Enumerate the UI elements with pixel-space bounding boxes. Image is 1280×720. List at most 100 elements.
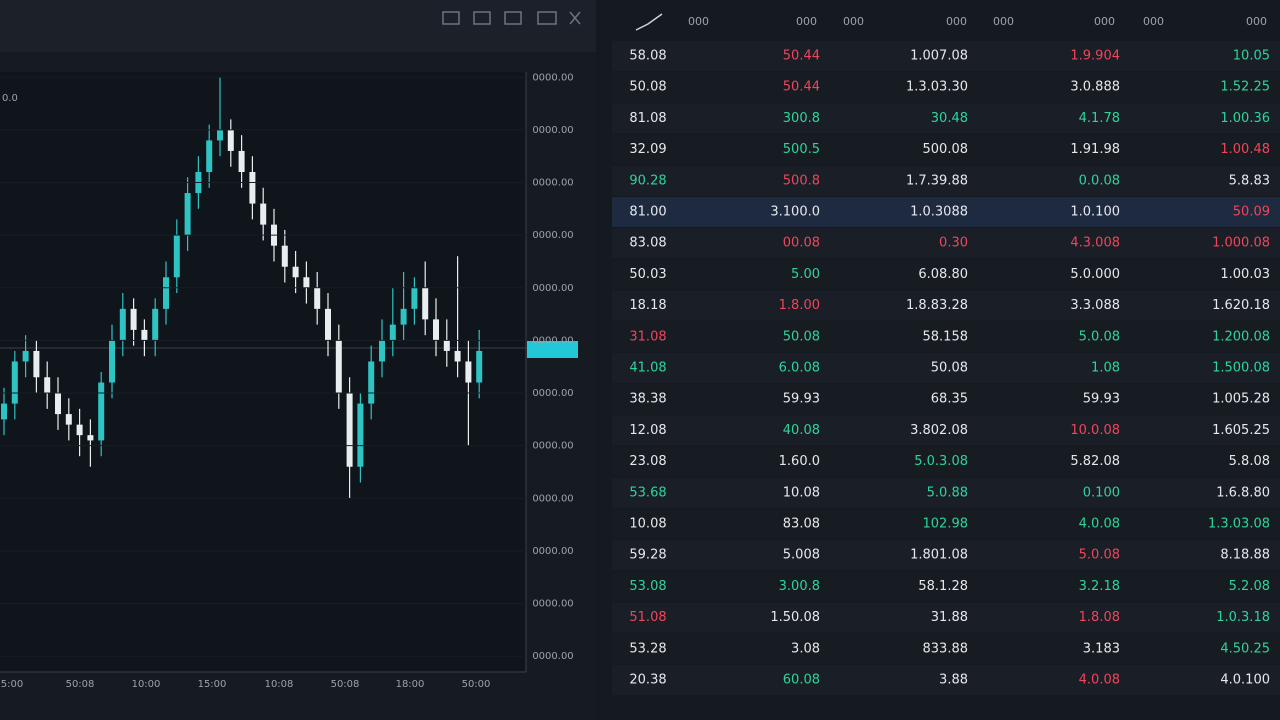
table-cell: 50.03: [629, 267, 666, 282]
table-cell: 500.08: [923, 142, 969, 157]
tool-icon[interactable]: [473, 11, 491, 25]
table-cell: 12.08: [629, 423, 666, 438]
current-price-marker: [527, 341, 578, 358]
table-cell: 5.8.83: [1229, 173, 1270, 188]
tool-icon[interactable]: [537, 11, 557, 25]
column-header: 000: [1143, 15, 1164, 28]
table-cell: 5.0.08: [1079, 548, 1120, 563]
table-cell: 0.30: [939, 236, 968, 251]
table-cell: 1.00.48: [1220, 142, 1270, 157]
table-cell: 32.09: [629, 142, 666, 157]
candle-body: [260, 203, 267, 225]
table-row: [612, 509, 1280, 539]
table-cell: 4.3.008: [1070, 236, 1120, 251]
candle-body: [1, 403, 7, 420]
candle-body: [65, 414, 72, 425]
table-row: [612, 134, 1280, 165]
tool-icon[interactable]: [569, 11, 581, 25]
y-tick-label: 0000.00: [532, 72, 573, 83]
table-cell: 20.38: [629, 673, 666, 688]
table-cell: 4.1.78: [1079, 111, 1120, 126]
table-cell: 3.802.08: [910, 423, 968, 438]
candle-body: [163, 277, 169, 309]
column-header: 000: [993, 15, 1014, 28]
candle-body: [76, 424, 83, 436]
candle-body: [98, 382, 105, 441]
table-cell: 1.91.98: [1070, 142, 1120, 157]
candle-body: [227, 129, 234, 151]
table-cell: 1.0.3088: [910, 205, 968, 220]
table-cell: 3.0.888: [1070, 80, 1120, 95]
table-cell: 38.38: [629, 392, 666, 407]
table-cell: 3.00.8: [779, 579, 820, 594]
table-cell: 1.0.3.18: [1216, 610, 1270, 625]
table-cell: 5.0.88: [927, 485, 968, 500]
x-tick-label: 10:08: [265, 679, 294, 690]
table-cell: 5.2.08: [1229, 579, 1270, 594]
table-cell: 53.68: [629, 485, 666, 500]
table-row: [612, 446, 1280, 477]
table-cell: 5.0.000: [1070, 267, 1120, 282]
table-cell: 0.100: [1083, 485, 1120, 500]
table-cell: 833.88: [923, 641, 969, 656]
table-cell: 00.08: [783, 236, 820, 251]
table-cell: 1.605.25: [1212, 423, 1270, 438]
table-row: [612, 228, 1280, 259]
table-row: [612, 477, 1280, 508]
x-tick-label: 50:08: [331, 679, 360, 690]
tool-icon[interactable]: [442, 11, 460, 25]
ohlc-label: 0.0: [2, 93, 18, 104]
tool-icon[interactable]: [504, 11, 522, 25]
candle-body: [454, 350, 461, 362]
table-cell: 68.35: [931, 392, 968, 407]
table-cell: 1.620.18: [1212, 298, 1270, 313]
y-tick-label: 0000.00: [532, 493, 573, 504]
table-cell: 1.007.08: [910, 49, 968, 64]
table-cell: 1.7.39.88: [906, 173, 968, 188]
table-cell: 6.08.80: [918, 267, 968, 282]
toolbar: [0, 0, 596, 52]
y-tick-label: 0000.00: [532, 651, 573, 662]
candle-body: [400, 308, 407, 325]
table-row: [612, 384, 1280, 415]
candle-body: [87, 435, 94, 441]
table-cell: 53.08: [629, 579, 666, 594]
table-cell: 10.08: [629, 517, 666, 532]
table-cell: 4.0.100: [1220, 673, 1270, 688]
table-cell: 8.18.88: [1220, 548, 1270, 563]
table-cell: 50.08: [629, 80, 666, 95]
candle-body: [109, 340, 115, 383]
candle-body: [292, 266, 299, 278]
candle-body: [249, 172, 256, 204]
y-tick-label: 0000.00: [532, 388, 573, 399]
chart-icon: [635, 13, 663, 31]
candle-body: [33, 350, 40, 378]
table-cell: 81.08: [629, 111, 666, 126]
table-cell: 3.08: [791, 641, 820, 656]
table-cell: 1.00.03: [1220, 267, 1270, 282]
table-cell: 18.18: [629, 298, 666, 313]
table-cell: 10.0.08: [1070, 423, 1120, 438]
table-cell: 81.00: [629, 205, 666, 220]
y-tick-label: 0000.00: [532, 599, 573, 610]
candle-body: [422, 287, 429, 320]
table-cell: 102.98: [923, 517, 969, 532]
candle-body: [152, 308, 159, 341]
table-cell: 1.000.08: [1212, 236, 1270, 251]
table-row: [612, 602, 1280, 633]
table-cell: 59.28: [629, 548, 666, 563]
table-cell: 1.8.83.28: [906, 298, 968, 313]
table-cell: 51.08: [629, 610, 666, 625]
column-header: 000: [796, 15, 817, 28]
table-cell: 10.08: [783, 485, 820, 500]
table-cell: 500.5: [783, 142, 820, 157]
candle-body: [173, 235, 180, 278]
x-tick-label: 18:00: [396, 679, 425, 690]
table-cell: 1.6.8.80: [1216, 485, 1270, 500]
table-cell: 1.60.0: [779, 454, 820, 469]
candle-body: [335, 340, 342, 394]
candle-body: [389, 324, 396, 341]
plot-area: [0, 72, 526, 672]
candle-body: [238, 150, 245, 172]
